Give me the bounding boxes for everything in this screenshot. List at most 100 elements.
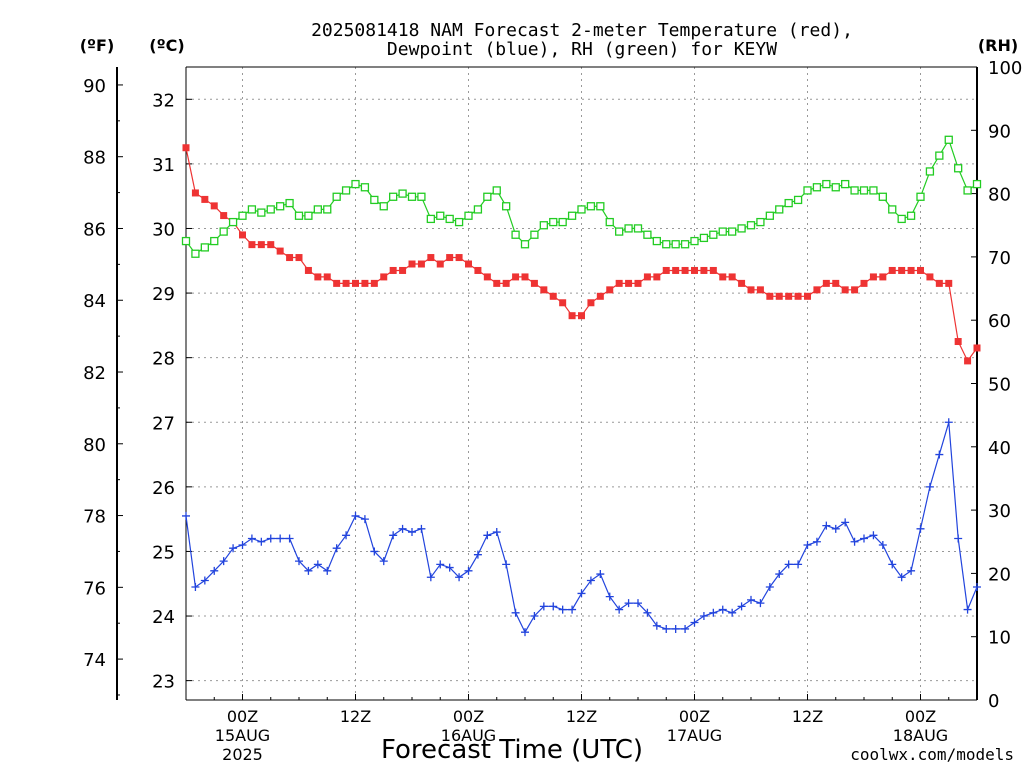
dewpoint-point [219, 557, 228, 566]
dewpoint-point [210, 566, 219, 575]
dewpoint-point [323, 566, 332, 575]
time-tick-label: 00Z [679, 707, 710, 726]
celsius-tick-label: 24 [152, 607, 175, 628]
temperature-point [427, 254, 435, 262]
rh-point [718, 227, 727, 236]
rh-series [181, 135, 982, 258]
rh-point [238, 211, 247, 220]
rh-point [746, 221, 756, 230]
dewpoint-point [681, 624, 690, 633]
plot-frame [185, 66, 978, 701]
temperature-point [323, 273, 331, 281]
temperature-point [832, 279, 840, 287]
rh-point [558, 217, 567, 227]
temperature-point [700, 266, 708, 274]
dewpoint-point [445, 563, 454, 572]
dewpoint-point [247, 534, 256, 543]
temperature-point [719, 273, 727, 281]
temperature-point [220, 212, 228, 220]
temperature-point [756, 286, 764, 294]
fahrenheit-tick-label: 88 [83, 148, 106, 169]
celsius-tick-label: 27 [152, 413, 175, 434]
dewpoint-point [379, 557, 388, 566]
rh-point [360, 183, 370, 192]
fahrenheit-tick-label: 78 [83, 507, 106, 528]
rh-point [407, 192, 417, 201]
temperature-point [521, 273, 529, 281]
rh-point [530, 230, 539, 239]
rh-point [520, 240, 530, 249]
temperature-point [587, 299, 595, 307]
dewpoint-point [878, 540, 887, 549]
dewpoint-point [737, 602, 746, 611]
rh-point [605, 217, 614, 227]
dewpoint-point [963, 605, 972, 614]
rh-point [483, 192, 492, 201]
temperature-point [691, 266, 698, 274]
chart-title-line2: Dewpoint (blue), RH (green) for KEYW [387, 39, 777, 60]
temperature-point [766, 292, 774, 300]
rh-point [473, 205, 483, 214]
temperature-point [879, 273, 887, 281]
dewpoint-point [803, 540, 812, 549]
temperature-point [352, 279, 359, 287]
dewpoint-point [916, 524, 925, 533]
dewpoint-point [276, 534, 285, 543]
temperature-point [304, 266, 312, 274]
dewpoint-point [841, 518, 850, 527]
celsius-tick-label: 31 [152, 155, 175, 176]
temperature-point [502, 279, 510, 287]
temperature-point [295, 254, 303, 262]
rh-tick-label: 100 [988, 58, 1022, 79]
temperature-point [493, 279, 501, 287]
temperature-point [860, 279, 868, 287]
temperature-point [568, 312, 576, 320]
rh-point [944, 135, 953, 144]
dewpoint-point [973, 582, 981, 591]
temperature-point [596, 292, 604, 300]
dewpoint-point [304, 566, 313, 575]
rh-point [313, 205, 322, 214]
time-tick-label: 00Z [453, 707, 484, 726]
rh-point [775, 205, 784, 214]
rh-point [709, 230, 718, 239]
dewpoint-point [850, 537, 859, 546]
dewpoint-point [238, 540, 247, 549]
dewpoint-point [888, 560, 897, 569]
x-axis-title: Forecast Time (UTC) [381, 735, 643, 765]
temperature-point [248, 241, 256, 249]
dewpoint-point [925, 482, 934, 491]
temperature-point [822, 279, 830, 287]
rh-point [765, 211, 774, 220]
dewpoint-point [511, 608, 520, 617]
temperature-point [210, 202, 218, 210]
temperature-point [785, 292, 793, 300]
dewpoint-point [794, 560, 803, 569]
rh-unit-label: (RH) [978, 36, 1018, 55]
rh-point [341, 186, 351, 195]
gridlines [186, 67, 977, 700]
dewpoint-point [624, 599, 633, 608]
dewpoint-point [389, 531, 398, 540]
temperature-point [964, 357, 972, 365]
temperature-series [182, 144, 981, 365]
temperature-point [380, 273, 388, 281]
rh-point [935, 151, 944, 160]
temperature-point [804, 292, 811, 300]
rh-point [615, 227, 624, 236]
time-tick-label: 12Z [340, 707, 371, 726]
rh-point [850, 186, 859, 195]
dewpoint-point [662, 624, 671, 633]
temperature-point [907, 266, 915, 274]
temperature-point [257, 241, 265, 249]
rh-point [812, 183, 822, 192]
rh-point [389, 192, 398, 201]
temperature-point [436, 260, 444, 268]
dewpoint-point [728, 608, 737, 617]
rh-point [502, 202, 511, 211]
rh-point [210, 236, 219, 246]
credit-text: coolwx.com/models [850, 745, 1014, 764]
temperature-point [267, 241, 275, 249]
dewpoint-point [605, 592, 614, 601]
